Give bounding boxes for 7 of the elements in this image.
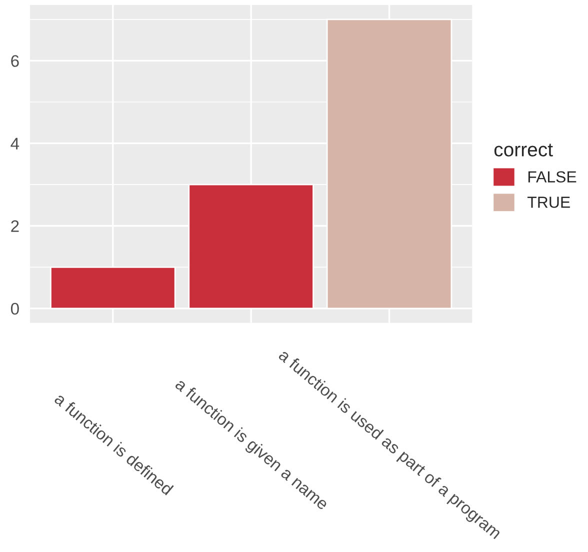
y-tick-label: 6 (11, 55, 19, 67)
y-tick-label: 4 (10, 138, 20, 150)
y-tick-label: 2 (11, 220, 19, 232)
legend-title: correct (494, 144, 553, 156)
legend-label: FALSE (528, 171, 576, 183)
y-tick-label: 0 (10, 302, 19, 315)
legend-label: TRUE (527, 196, 570, 208)
